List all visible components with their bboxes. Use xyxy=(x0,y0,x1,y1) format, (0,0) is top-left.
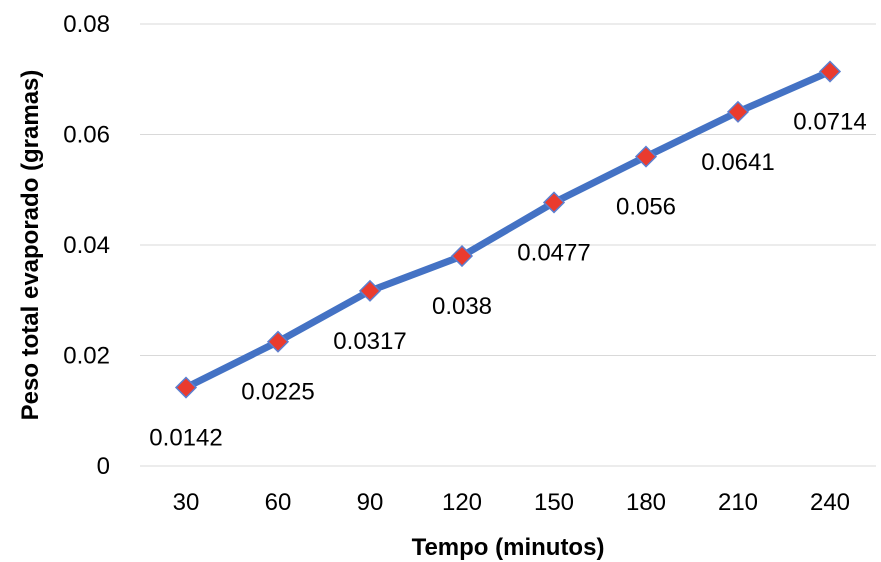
series-evaporated-weight xyxy=(182,68,834,392)
data-label: 0.0142 xyxy=(149,425,222,452)
data-point-marker xyxy=(818,60,842,83)
data-point-marker xyxy=(726,100,750,123)
x-tick-label: 30 xyxy=(173,489,200,516)
data-point-marker xyxy=(358,279,382,302)
data-label: 0.0641 xyxy=(701,149,774,176)
x-axis-title: Tempo (minutos) xyxy=(412,534,605,561)
data-point-marker xyxy=(266,330,290,353)
data-label: 0.038 xyxy=(432,293,492,320)
data-point-marker xyxy=(450,244,474,268)
data-label: 0.056 xyxy=(616,194,676,221)
data-point-marker xyxy=(174,376,198,399)
y-tick-label: 0 xyxy=(97,453,110,480)
x-axis-tick-labels: 30 60 90 120 150 180 210 240 xyxy=(173,489,850,516)
data-point-markers xyxy=(174,60,842,399)
gridlines xyxy=(140,23,876,467)
x-tick-label: 150 xyxy=(534,489,574,516)
x-tick-label: 60 xyxy=(265,489,292,516)
x-tick-label: 180 xyxy=(626,489,666,516)
y-tick-label: 0.06 xyxy=(63,122,110,149)
series-line xyxy=(182,68,834,392)
x-tick-label: 210 xyxy=(718,489,758,516)
data-label: 0.0714 xyxy=(793,109,866,136)
data-label: 0.0317 xyxy=(333,328,406,355)
x-tick-label: 120 xyxy=(442,489,482,516)
y-axis-tick-labels: 0 0.02 0.04 0.06 0.08 xyxy=(63,11,110,480)
data-point-marker xyxy=(634,145,658,168)
y-axis-title: Peso total evaporado (gramas) xyxy=(17,70,44,421)
data-labels: 0.0142 0.0225 0.0317 0.038 0.0477 0.056 0.0641… xyxy=(149,109,866,452)
x-tick-label: 240 xyxy=(810,489,850,516)
x-tick-label: 90 xyxy=(357,489,384,516)
data-label: 0.0477 xyxy=(517,239,590,266)
data-label: 0.0225 xyxy=(241,379,314,406)
data-point-marker xyxy=(542,191,566,214)
y-tick-label: 0.02 xyxy=(63,343,110,370)
y-tick-label: 0.04 xyxy=(63,232,110,259)
y-tick-label: 0.08 xyxy=(63,11,110,38)
